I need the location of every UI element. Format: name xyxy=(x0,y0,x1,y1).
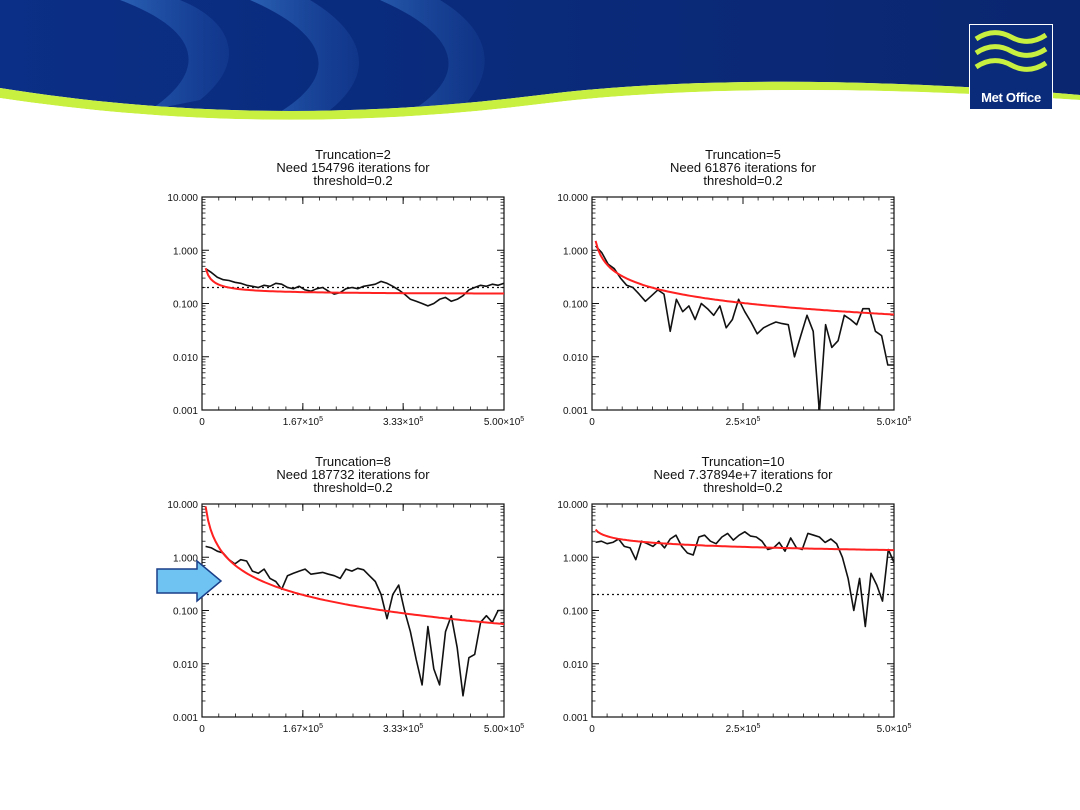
y-tick-label: 0.001 xyxy=(563,713,588,724)
x-tick-label: 5.0×105 xyxy=(877,723,912,735)
chart-subtitle: Need 187732 iterations for xyxy=(276,467,430,482)
plot-frame xyxy=(201,503,505,718)
y-tick-label: 0.010 xyxy=(173,353,198,364)
chart-subtitle: Need 61876 iterations for xyxy=(670,160,817,175)
y-tick-label: 1.000 xyxy=(563,553,588,564)
x-tick-label: 5.00×105 xyxy=(484,723,524,735)
y-tick-label: 0.001 xyxy=(173,406,198,417)
plot-frame xyxy=(591,503,895,718)
chart-truncation-8: Truncation=8 Need 187732 iterations for th… xyxy=(150,452,524,742)
chart-truncation-2: Truncation=2 Need 154796 iterations for th… xyxy=(150,145,524,435)
fit-curve-line xyxy=(594,240,894,316)
x-tick-label: 5.0×105 xyxy=(877,416,912,428)
plot-frame xyxy=(201,196,505,411)
right-arrow-icon xyxy=(156,559,223,603)
y-tick-label: 1.000 xyxy=(173,553,198,564)
chart-subtitle: Need 7.37894e+7 iterations for xyxy=(654,467,834,482)
chart-truncation-5: Truncation=5 Need 61876 iterations for thr… xyxy=(540,145,911,435)
y-tick-label: 0.100 xyxy=(173,300,198,311)
chart-title: Truncation=5 xyxy=(705,147,781,162)
y-tick-label: 0.001 xyxy=(173,713,198,724)
x-tick-label: 2.5×105 xyxy=(726,416,761,428)
y-tick-label: 0.010 xyxy=(563,353,588,364)
x-tick-label: 1.67×105 xyxy=(283,723,323,735)
fit-curve-line xyxy=(594,528,894,552)
y-tick-label: 10.000 xyxy=(167,500,198,511)
met-office-logo: Met Office xyxy=(969,24,1053,110)
chart-subtitle-2: threshold=0.2 xyxy=(703,173,782,188)
logo-text: Met Office xyxy=(981,90,1041,105)
y-tick-label: 1.000 xyxy=(563,246,588,257)
y-tick-label: 0.100 xyxy=(173,607,198,618)
fit-curve-line xyxy=(204,267,504,295)
x-tick-label: 3.33×105 xyxy=(383,723,423,735)
y-tick-label: 0.100 xyxy=(563,607,588,618)
chart-subtitle-2: threshold=0.2 xyxy=(313,173,392,188)
raw-series-line xyxy=(205,545,504,697)
chart-truncation-10: Truncation=10 Need 7.37894e+7 iterations … xyxy=(540,452,911,742)
chart-subtitle-2: threshold=0.2 xyxy=(313,480,392,495)
y-tick-label: 10.000 xyxy=(557,193,588,204)
x-tick-label: 3.33×105 xyxy=(383,416,423,428)
chart-title: Truncation=10 xyxy=(702,454,785,469)
x-tick-label: 1.67×105 xyxy=(283,416,323,428)
x-tick-label: 0 xyxy=(199,417,205,428)
x-tick-label: 5.00×105 xyxy=(484,416,524,428)
y-tick-label: 10.000 xyxy=(167,193,198,204)
y-tick-label: 1.000 xyxy=(173,246,198,257)
raw-series-line xyxy=(595,245,894,410)
y-tick-label: 0.001 xyxy=(563,406,588,417)
y-tick-label: 0.010 xyxy=(563,660,588,671)
x-tick-label: 2.5×105 xyxy=(726,723,761,735)
x-tick-label: 0 xyxy=(589,417,595,428)
y-tick-label: 0.100 xyxy=(563,300,588,311)
fit-curve-line xyxy=(204,506,504,626)
y-tick-label: 0.010 xyxy=(173,660,198,671)
raw-series-line xyxy=(205,268,504,307)
x-tick-label: 0 xyxy=(199,724,205,735)
chart-title: Truncation=2 xyxy=(315,147,391,162)
chart-title: Truncation=8 xyxy=(315,454,391,469)
logo-waves-icon xyxy=(974,30,1048,72)
x-tick-label: 0 xyxy=(589,724,595,735)
chart-subtitle-2: threshold=0.2 xyxy=(703,480,782,495)
header-banner xyxy=(0,0,1080,145)
chart-subtitle: Need 154796 iterations for xyxy=(276,160,430,175)
y-tick-label: 10.000 xyxy=(557,500,588,511)
